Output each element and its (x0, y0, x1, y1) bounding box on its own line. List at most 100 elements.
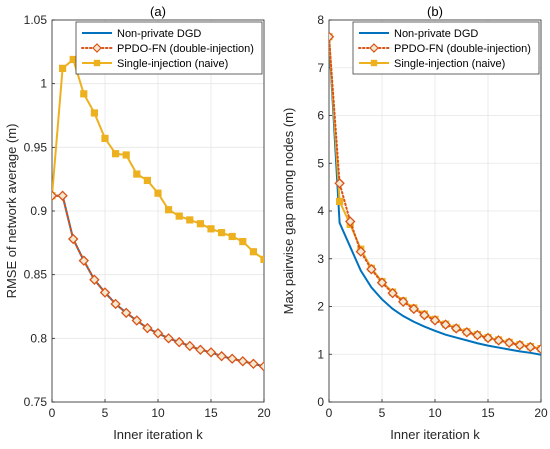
y-tick-label: 1.05 (24, 13, 48, 27)
data-point-square (154, 189, 162, 197)
y-tick-label: 0.75 (24, 395, 48, 409)
data-point-diamond (461, 327, 473, 338)
plot-lines (329, 31, 541, 356)
legend-marker-square (370, 59, 378, 67)
data-point-square (186, 216, 194, 224)
data-point-square (228, 232, 236, 241)
data-point-diamond (216, 350, 227, 362)
legend-label-0: Non-private DGD (394, 28, 478, 40)
data-point-diamond (344, 216, 356, 227)
y-tick-label: 0.9 (30, 204, 47, 218)
data-point-square (260, 255, 264, 263)
data-point-square (249, 248, 257, 256)
data-point-diamond (120, 307, 132, 319)
data-point-square (217, 229, 226, 237)
chart-panel-a: 0 5 10 15 20 0.75 0.8 0.85 0.9 0.95 1 1.05 Inner ite… (4, 4, 271, 442)
y-tick-label: 1 (317, 347, 324, 361)
data-point-diamond (493, 335, 504, 346)
data-point-diamond (78, 255, 90, 266)
x-tick-label: 15 (204, 406, 218, 420)
data-point-diamond (535, 343, 541, 355)
data-point-square (207, 225, 215, 233)
legend-marker-diamond (369, 43, 379, 53)
data-point-diamond (525, 341, 536, 353)
data-point-diamond (152, 328, 164, 339)
data-point-diamond (472, 329, 483, 341)
data-point-diamond (366, 264, 377, 275)
legend-marker-diamond (92, 43, 102, 53)
data-point-diamond (450, 323, 462, 334)
x-tick-label: 0 (49, 406, 56, 420)
data-point-diamond (99, 287, 111, 298)
series-line-0 (329, 36, 541, 356)
y-tick-label: 1 (40, 77, 47, 91)
y-tick-label: 0.85 (24, 268, 48, 282)
legend-label-1: PPDO-FN (double-injection) (117, 43, 254, 55)
data-point-diamond (67, 233, 79, 245)
data-point-diamond (514, 339, 526, 351)
data-point-diamond (110, 298, 121, 310)
y-tick-label: 5 (317, 156, 324, 170)
y-tick-label: 0.8 (30, 331, 47, 345)
data-point-square (164, 206, 173, 214)
y-tick-label: 0 (317, 395, 324, 409)
x-axis-label: Inner iteration k (113, 427, 203, 442)
y-tick-label: 3 (317, 252, 324, 266)
y-tick-label: 8 (317, 13, 324, 27)
panel-title: (a) (150, 4, 166, 19)
legend: Non-private DGD PPDO-FN (double-injection… (352, 21, 540, 75)
data-point-diamond (248, 358, 259, 370)
legend-label-1: PPDO-FN (double-injection) (394, 43, 531, 55)
data-point-diamond (184, 340, 196, 352)
data-point-diamond (258, 361, 264, 372)
data-point-diamond (355, 246, 367, 257)
data-point-diamond (376, 277, 388, 288)
data-point-square (143, 176, 151, 185)
data-point-square (175, 212, 183, 220)
data-point-diamond (52, 190, 58, 201)
data-point-diamond (397, 296, 409, 307)
data-point-diamond (226, 353, 238, 364)
data-point-square (239, 237, 247, 246)
data-point-square (101, 134, 109, 143)
data-point-diamond (334, 178, 345, 189)
chart-panel-b: 0 5 10 15 20 0 1 2 3 4 5 6 7 8 Inner iteration k Max pa… (281, 4, 548, 442)
data-point-diamond (205, 347, 217, 358)
legend-label-2: Single-injection (naive) (394, 58, 505, 70)
x-tick-label: 5 (379, 406, 386, 420)
data-point-square (196, 220, 204, 228)
y-tick-label: 6 (317, 109, 324, 123)
data-point-square (69, 55, 77, 64)
data-point-diamond (237, 356, 249, 367)
x-tick-label: 20 (534, 406, 548, 420)
axes-box (328, 19, 542, 403)
data-point-square (80, 90, 88, 98)
y-axis-label: Max pairwise gap among nodes (m) (281, 108, 296, 315)
x-tick-label: 5 (102, 406, 109, 420)
y-axis-label: RMSE of network average (m) (4, 124, 19, 299)
data-point-diamond (429, 315, 441, 326)
x-tick-label: 0 (326, 406, 333, 420)
data-point-diamond (419, 309, 430, 321)
plot-lines (52, 55, 264, 372)
x-tick-label: 10 (151, 406, 165, 420)
data-point-square (122, 151, 130, 159)
legend-label-0: Non-private DGD (117, 28, 201, 40)
panel-title: (b) (427, 4, 443, 19)
data-point-diamond (329, 31, 335, 42)
axes-box (51, 19, 265, 403)
data-point-diamond (89, 274, 100, 285)
y-tick-label: 7 (317, 61, 324, 75)
data-point-diamond (57, 190, 68, 201)
data-point-diamond (482, 332, 494, 344)
data-point-diamond (195, 344, 206, 356)
data-point-square (335, 197, 344, 206)
x-axis-label: Inner iteration k (390, 427, 480, 442)
data-point-square (112, 150, 120, 158)
data-point-diamond (131, 315, 143, 326)
data-point-diamond (503, 337, 515, 349)
x-tick-label: 10 (428, 406, 442, 420)
y-tick-label: 4 (317, 204, 324, 218)
data-point-diamond (408, 303, 420, 315)
